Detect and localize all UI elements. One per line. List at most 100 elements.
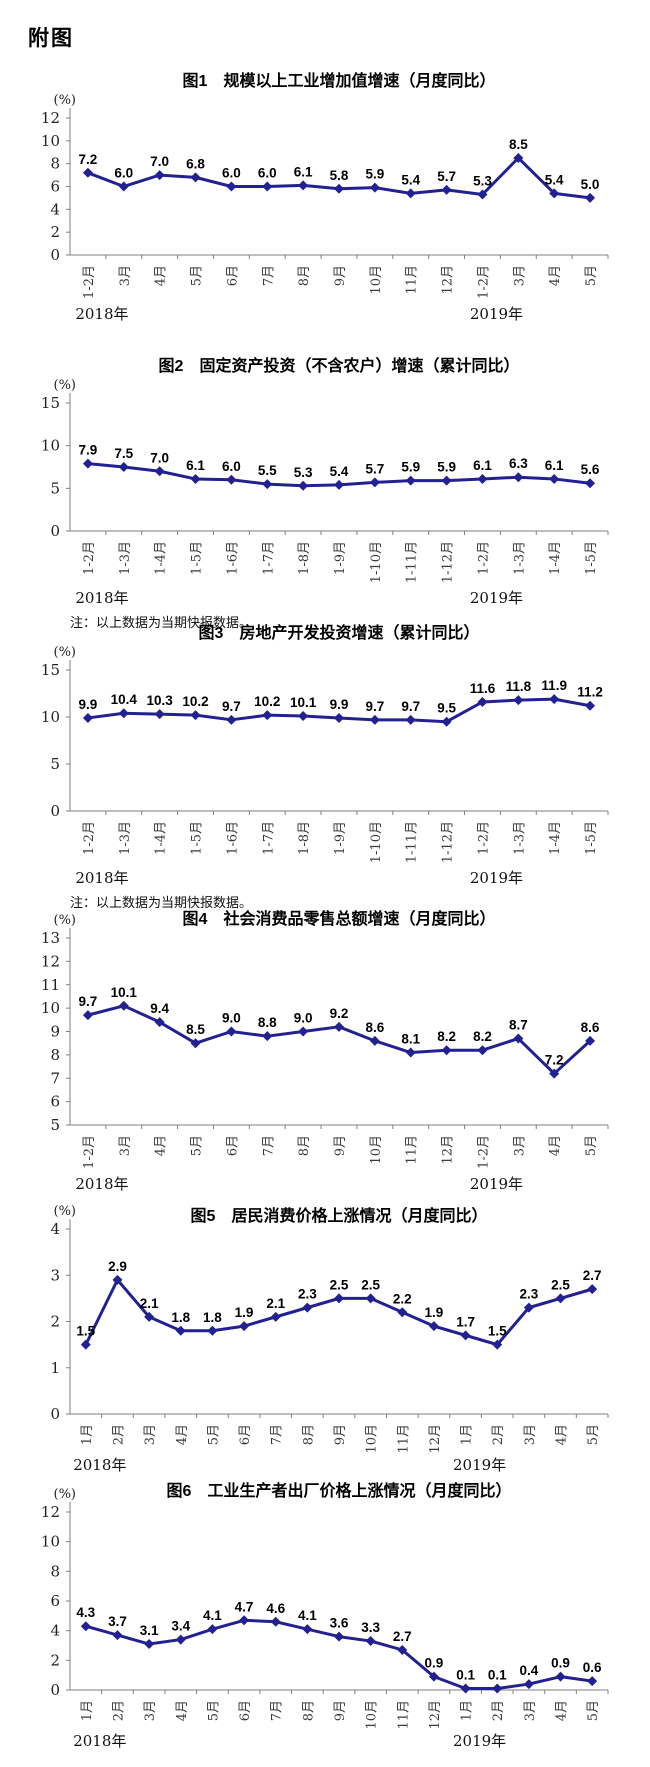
data-label: 0.1 (488, 1668, 507, 1683)
data-point (298, 180, 309, 191)
data-label: 11.6 (470, 681, 496, 696)
data-label: 8.2 (437, 1029, 456, 1044)
data-label: 2.9 (108, 1259, 127, 1274)
data-label: 1.8 (203, 1310, 222, 1325)
y-axis-unit-label: (%) (54, 1487, 77, 1502)
data-point (144, 1311, 155, 1322)
data-label: 9.5 (437, 701, 456, 716)
x-tick-label: 5月 (584, 1135, 599, 1156)
data-label: 8.5 (509, 137, 528, 152)
data-point (585, 1035, 596, 1046)
data-point (334, 1021, 344, 1032)
data-point (190, 1038, 201, 1049)
data-label: 5.4 (545, 172, 564, 187)
data-label: 6.1 (186, 458, 205, 473)
x-tick-label: 1-3月 (512, 821, 527, 855)
data-label: 9.2 (330, 1006, 349, 1021)
y-tick-label: 7 (50, 1069, 60, 1087)
year-label: 2018年 (75, 869, 128, 887)
chart-3-real-estate-investment: 图3 房地产开发投资增速（累计同比） (%) 0 5 10 15 1-2月 1-3月 1-4月 1… (0, 622, 650, 896)
chart-2-fixed-asset-investment: 图2 固定资产投资（不含农户）增速（累计同比） (%) 0 5 10 15 1-2月 1-3月… (0, 355, 650, 616)
x-tick-label: 1-4月 (154, 821, 169, 855)
data-point (585, 700, 596, 711)
data-point (270, 1311, 281, 1322)
x-tick-label: 1-8月 (297, 541, 312, 575)
y-axis-unit-label: (%) (54, 645, 77, 660)
data-label: 5.9 (401, 460, 420, 475)
x-tick-label: 5月 (206, 1424, 221, 1445)
y-tick-label: 10 (41, 132, 60, 150)
x-tick-label: 3月 (512, 265, 527, 286)
data-label: 10.1 (111, 985, 138, 1000)
x-tick-label: 1月 (460, 1700, 475, 1721)
data-label: 9.0 (222, 1011, 241, 1026)
data-label: 0.6 (583, 1660, 602, 1675)
data-point (175, 1325, 186, 1336)
data-point (118, 708, 129, 719)
data-point (513, 1033, 524, 1044)
x-tick-label: 1-6月 (225, 541, 240, 575)
x-tick-label: 1-3月 (512, 541, 527, 575)
y-tick-label: 2 (50, 1651, 60, 1669)
data-label: 4.6 (266, 1601, 285, 1616)
data-point (513, 472, 524, 483)
data-label: 11.2 (577, 685, 603, 700)
x-tick-label: 10月 (369, 1135, 384, 1165)
data-point (549, 473, 560, 484)
data-label: 9.4 (150, 1001, 169, 1016)
chart-5-plot: 图5 居民消费价格上涨情况（月度同比） (%) 0 1 2 3 4 1月 2月 3月 4月 5月 6月 7… (50, 1204, 609, 1474)
chart-6-ppi: 图6 工业生产者出厂价格上涨情况（月度同比） (%) 0 2 4 6 8 10 12 1月 2月 3月… (0, 1480, 650, 1759)
data-label: 8.2 (473, 1029, 492, 1044)
x-tick-label: 1-9月 (333, 821, 348, 855)
data-point (262, 710, 273, 721)
data-point (369, 714, 380, 725)
chart-title: 图5 居民消费价格上涨情况（月度同比） (191, 1206, 488, 1225)
data-point (555, 1293, 566, 1304)
data-point (262, 181, 273, 192)
data-point (82, 1010, 93, 1021)
data-label: 5.7 (437, 169, 456, 184)
y-tick-label: 10 (41, 1533, 60, 1551)
data-point (369, 477, 380, 488)
y-tick-label: 12 (41, 109, 60, 127)
data-point (262, 479, 273, 490)
data-point (549, 694, 560, 705)
data-point (441, 184, 452, 195)
x-tick-label: 1-5月 (584, 541, 599, 575)
data-label: 8.1 (401, 1032, 420, 1047)
data-point (262, 1031, 273, 1042)
y-tick-label: 10 (41, 437, 60, 455)
data-point (298, 1026, 309, 1037)
year-label: 2019年 (470, 1175, 523, 1193)
y-tick-label: 8 (50, 1562, 60, 1580)
y-tick-label: 8 (50, 155, 60, 173)
x-tick-label: 1月 (460, 1424, 475, 1445)
data-point (302, 1624, 313, 1635)
x-tick-label: 1-2月 (82, 1135, 97, 1169)
y-tick-label: 6 (50, 1093, 60, 1111)
year-label: 2019年 (470, 869, 523, 887)
data-point (365, 1293, 376, 1304)
y-tick-label: 15 (41, 661, 60, 679)
x-tick-label: 1-3月 (118, 821, 133, 855)
x-tick-label: 1-4月 (548, 541, 563, 575)
chart-title: 图4 社会消费品零售总额增速（月度同比） (183, 909, 496, 928)
x-tick-label: 7月 (261, 265, 276, 286)
data-point (460, 1683, 471, 1694)
data-point (239, 1321, 250, 1332)
data-label: 2.3 (298, 1287, 317, 1302)
x-tick-label: 10月 (365, 1700, 380, 1730)
data-point (112, 1630, 123, 1641)
data-label: 5.5 (258, 463, 277, 478)
x-tick-label: 7月 (261, 1135, 276, 1156)
x-tick-label: 9月 (333, 1424, 348, 1445)
chart-5-cpi: 图5 居民消费价格上涨情况（月度同比） (%) 0 1 2 3 4 1月 2月 3月 4月 5月 6月 7… (0, 1204, 650, 1481)
data-point (80, 1621, 91, 1632)
x-tick-label: 9月 (333, 265, 348, 286)
x-tick-label: 1-10月 (369, 541, 384, 583)
data-point (239, 1615, 250, 1626)
x-tick-label: 4月 (555, 1700, 570, 1721)
data-label: 9.9 (79, 697, 98, 712)
x-tick-label: 1-12月 (441, 821, 456, 863)
x-tick-label: 1-11月 (405, 821, 420, 863)
